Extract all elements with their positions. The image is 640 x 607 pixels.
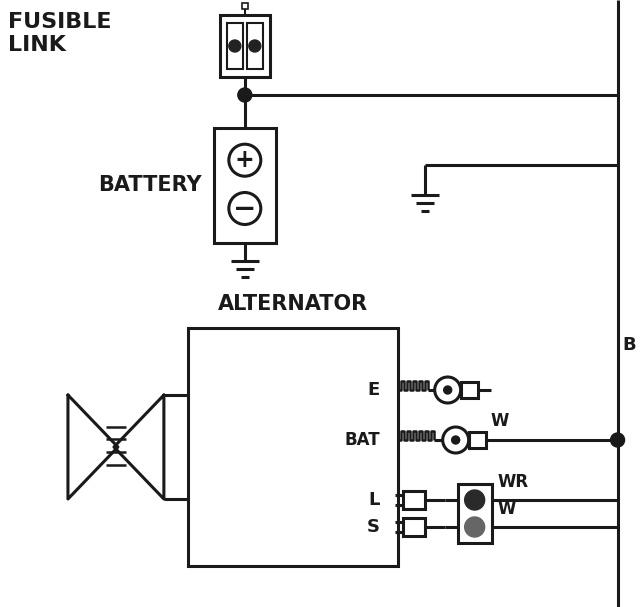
Circle shape — [443, 427, 468, 453]
Text: −: − — [233, 194, 257, 223]
Circle shape — [229, 40, 241, 52]
Text: L: L — [369, 491, 380, 509]
Text: WR: WR — [498, 473, 529, 491]
Text: E: E — [367, 381, 380, 399]
Circle shape — [465, 517, 484, 537]
Circle shape — [452, 436, 460, 444]
Text: W: W — [498, 500, 516, 518]
Bar — [247, 23, 263, 69]
Bar — [403, 491, 425, 509]
Circle shape — [229, 192, 261, 225]
Text: ALTERNATOR: ALTERNATOR — [218, 294, 368, 314]
Circle shape — [611, 433, 625, 447]
Text: W: W — [491, 412, 509, 430]
Text: FUSIBLE
LINK: FUSIBLE LINK — [8, 12, 111, 55]
Bar — [242, 3, 248, 9]
Text: BAT: BAT — [344, 431, 380, 449]
Circle shape — [435, 377, 461, 403]
Bar — [403, 518, 425, 536]
Bar — [468, 432, 486, 448]
Bar — [214, 128, 276, 243]
Bar — [461, 382, 477, 398]
Circle shape — [465, 490, 484, 510]
Text: B: B — [623, 336, 636, 354]
Bar — [220, 15, 270, 77]
Text: BATTERY: BATTERY — [98, 175, 202, 195]
Bar — [458, 484, 492, 543]
Bar — [227, 23, 243, 69]
Text: S: S — [367, 518, 380, 536]
Circle shape — [249, 40, 261, 52]
Bar — [188, 328, 397, 566]
Circle shape — [229, 144, 261, 176]
Text: +: + — [235, 148, 255, 172]
Circle shape — [238, 88, 252, 102]
Circle shape — [444, 386, 452, 394]
